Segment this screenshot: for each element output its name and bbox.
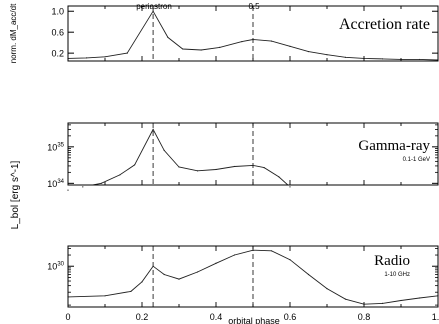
data-point <box>381 58 384 60</box>
data-point <box>252 38 254 41</box>
data-point <box>119 174 121 176</box>
data-point <box>418 58 421 61</box>
data-point <box>289 259 291 261</box>
data-point <box>130 290 132 293</box>
data-point <box>126 52 128 54</box>
y-axis-title-accretion: norm. dM_acc/dt <box>9 3 18 63</box>
data-point <box>85 57 88 59</box>
data-point <box>233 254 236 256</box>
data-point <box>270 250 273 252</box>
x-tick-label: 0.8 <box>358 312 371 322</box>
data-point <box>152 10 154 12</box>
series-line <box>90 128 289 185</box>
data-point <box>178 166 180 168</box>
panel-3: 1030 0 0.2 0.4 0.6 0.8 1.0 Radio 1-10 GHz <box>47 245 439 322</box>
y-tick-label: 0.6 <box>51 28 64 38</box>
x-tick-label: 0.4 <box>210 312 223 322</box>
data-point <box>100 182 102 184</box>
periastron-label: periastron <box>136 2 172 11</box>
data-point <box>141 281 143 283</box>
data-point <box>215 262 217 264</box>
data-point <box>167 36 169 39</box>
data-point <box>344 56 347 58</box>
half-phase-label: 0.5 <box>248 2 260 11</box>
x-axis-title: orbital phase <box>228 316 280 324</box>
panels-group: 0.2 0.6 1.0 Accretion rate norm. dM_acc/dt 10… <box>9 3 439 322</box>
data-point <box>400 299 402 302</box>
data-point <box>67 189 69 191</box>
data-point <box>381 302 384 304</box>
data-point <box>289 186 291 188</box>
panel-title: Gamma-ray <box>358 138 430 154</box>
y-tick-label: 1030 <box>47 262 64 272</box>
data-point <box>196 170 199 172</box>
data-point <box>241 41 243 43</box>
data-point <box>326 54 328 56</box>
data-point <box>178 278 180 280</box>
x-tick-label: 0 <box>65 312 70 322</box>
data-point <box>344 298 347 300</box>
data-point <box>263 166 265 169</box>
data-point <box>233 165 236 168</box>
x-tick-label: 0.6 <box>284 312 297 322</box>
data-point <box>418 297 421 299</box>
data-point <box>215 168 217 171</box>
data-point <box>134 164 136 166</box>
y-axis-title-lbol: L_bol [erg s^-1] <box>10 160 21 229</box>
data-point <box>82 186 84 188</box>
x-tick-label: 0.2 <box>136 312 149 322</box>
data-point <box>307 50 310 53</box>
data-point <box>104 56 106 58</box>
data-point <box>200 49 202 51</box>
data-point <box>182 48 184 50</box>
data-point <box>104 295 106 297</box>
data-point <box>289 45 291 47</box>
y-tick-label: 1.0 <box>51 7 64 17</box>
panel-2: 1034 1035 Gamma-ray 0.1-1 GeV <box>47 122 439 191</box>
data-point <box>270 40 273 42</box>
y-tick-label: 1035 <box>47 142 64 152</box>
data-point <box>326 288 328 290</box>
panel-subtitle: 0.1-1 GeV <box>403 157 430 163</box>
data-point <box>196 271 199 273</box>
data-point <box>252 249 254 251</box>
data-point <box>252 164 254 166</box>
data-point <box>278 176 280 178</box>
data-point <box>163 273 165 276</box>
data-point <box>152 265 154 267</box>
panel-title: Radio <box>374 253 410 269</box>
panel-subtitle: 1-10 GHz <box>384 272 410 278</box>
data-point <box>152 128 154 131</box>
panel-title: Accretion rate <box>339 16 430 33</box>
data-point <box>219 46 221 48</box>
data-point <box>163 149 165 151</box>
y-tick-label: 1034 <box>47 179 64 189</box>
panel-1: 0.2 0.6 1.0 Accretion rate norm. dM_acc/dt <box>9 3 439 63</box>
x-tick-label: 1.0 <box>432 312 439 322</box>
data-point <box>307 273 310 276</box>
y-tick-label: 0.2 <box>51 49 64 59</box>
